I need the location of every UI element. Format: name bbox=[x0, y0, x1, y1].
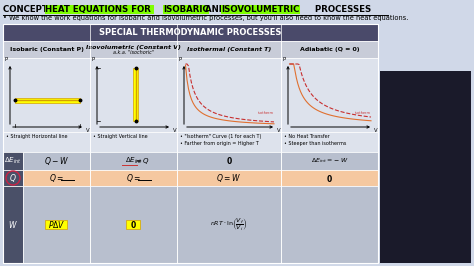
Bar bbox=[281, 58, 378, 132]
Bar bbox=[281, 186, 378, 263]
Text: AND: AND bbox=[202, 5, 229, 14]
Text: ISOVOLUMETRIC: ISOVOLUMETRIC bbox=[221, 5, 300, 14]
Text: $P\Delta V$: $P\Delta V$ bbox=[48, 219, 65, 230]
Bar bbox=[134, 68, 138, 121]
Bar bbox=[281, 170, 378, 186]
Text: • Straight Horizontal line: • Straight Horizontal line bbox=[6, 134, 67, 139]
Bar bbox=[15, 98, 80, 103]
Bar bbox=[23, 152, 90, 170]
Text: V: V bbox=[86, 128, 90, 133]
Text: • Steeper than isotherms: • Steeper than isotherms bbox=[284, 140, 346, 146]
Bar bbox=[177, 58, 281, 132]
Text: • We know the work equations for isobaric and isovolumetric processes, but you'l: • We know the work equations for isobari… bbox=[3, 15, 409, 21]
Text: isotherm: isotherm bbox=[355, 111, 371, 115]
Text: $W$: $W$ bbox=[8, 219, 18, 230]
Text: $Q=$: $Q=$ bbox=[49, 172, 64, 184]
Text: $\mathbf{0}$: $\mathbf{0}$ bbox=[326, 172, 333, 184]
Bar bbox=[3, 170, 23, 186]
Text: SPECIAL THERMODYNAMIC PROCESSES: SPECIAL THERMODYNAMIC PROCESSES bbox=[100, 28, 282, 37]
Bar bbox=[281, 152, 378, 170]
Text: Adiabatic (Q = 0): Adiabatic (Q = 0) bbox=[300, 47, 359, 52]
Text: • Farther from origin = Higher T: • Farther from origin = Higher T bbox=[180, 140, 259, 146]
Bar bbox=[46, 220, 67, 229]
Bar bbox=[281, 132, 378, 152]
Bar bbox=[127, 220, 140, 229]
Text: • Straight Vertical line: • Straight Vertical line bbox=[93, 134, 147, 139]
Text: $\mathbf{0}$: $\mathbf{0}$ bbox=[226, 156, 232, 167]
Text: $\Delta E_{int}=-W$: $\Delta E_{int}=-W$ bbox=[310, 157, 348, 165]
Text: a.k.a. "isochoric": a.k.a. "isochoric" bbox=[113, 49, 154, 55]
Text: V: V bbox=[277, 128, 281, 133]
Bar bbox=[23, 170, 90, 186]
Bar bbox=[90, 132, 177, 152]
Text: CONCEPT:: CONCEPT: bbox=[3, 5, 54, 14]
Bar bbox=[90, 41, 177, 58]
Bar bbox=[90, 58, 177, 132]
Bar bbox=[177, 152, 281, 170]
Bar bbox=[3, 24, 378, 263]
Bar bbox=[3, 152, 23, 170]
Text: Isobaric (Constant P): Isobaric (Constant P) bbox=[9, 47, 83, 52]
Text: V: V bbox=[173, 128, 177, 133]
Text: HEAT EQUATIONS FOR: HEAT EQUATIONS FOR bbox=[45, 5, 154, 14]
Text: $\mathbf{0}$: $\mathbf{0}$ bbox=[130, 219, 137, 230]
Text: P: P bbox=[283, 57, 286, 62]
Text: $\Delta E_{int}$: $\Delta E_{int}$ bbox=[125, 156, 142, 166]
Text: PROCESSES: PROCESSES bbox=[312, 5, 371, 14]
Text: P: P bbox=[92, 57, 95, 62]
Bar bbox=[3, 132, 90, 152]
Text: $Q=W$: $Q=W$ bbox=[217, 172, 242, 184]
Bar bbox=[3, 41, 90, 58]
Text: ISOBARIC: ISOBARIC bbox=[163, 5, 209, 14]
Bar bbox=[90, 170, 177, 186]
Text: $\Delta E_{int}$: $\Delta E_{int}$ bbox=[4, 156, 22, 166]
Text: • No Heat Transfer: • No Heat Transfer bbox=[284, 134, 330, 139]
Text: isotherm: isotherm bbox=[258, 111, 274, 115]
Text: Isothermal (Constant T): Isothermal (Constant T) bbox=[187, 47, 271, 52]
Bar bbox=[380, 71, 471, 263]
Text: $Q$: $Q$ bbox=[9, 172, 17, 184]
Text: $Q=$: $Q=$ bbox=[126, 172, 141, 184]
Bar bbox=[177, 186, 281, 263]
Text: V: V bbox=[374, 128, 378, 133]
Text: $nRT \cdot \ln\!\left(\dfrac{V_f}{V_i}\right)$: $nRT \cdot \ln\!\left(\dfrac{V_f}{V_i}\r… bbox=[210, 217, 248, 232]
Bar bbox=[23, 186, 90, 263]
Bar bbox=[3, 24, 378, 41]
Bar bbox=[177, 41, 281, 58]
Bar bbox=[90, 152, 177, 170]
Bar bbox=[3, 186, 23, 263]
Text: $= Q$: $= Q$ bbox=[134, 156, 149, 166]
Bar bbox=[90, 186, 177, 263]
Bar bbox=[177, 132, 281, 152]
Bar bbox=[177, 170, 281, 186]
Text: P: P bbox=[5, 57, 8, 62]
Text: • "Isotherm" Curve (1 for each T): • "Isotherm" Curve (1 for each T) bbox=[180, 134, 261, 139]
Bar bbox=[3, 58, 90, 132]
Text: Isovolumetric (Constant V): Isovolumetric (Constant V) bbox=[86, 44, 181, 49]
Bar bbox=[281, 41, 378, 58]
Text: $Q-W$: $Q-W$ bbox=[44, 155, 69, 167]
Text: P: P bbox=[179, 57, 182, 62]
